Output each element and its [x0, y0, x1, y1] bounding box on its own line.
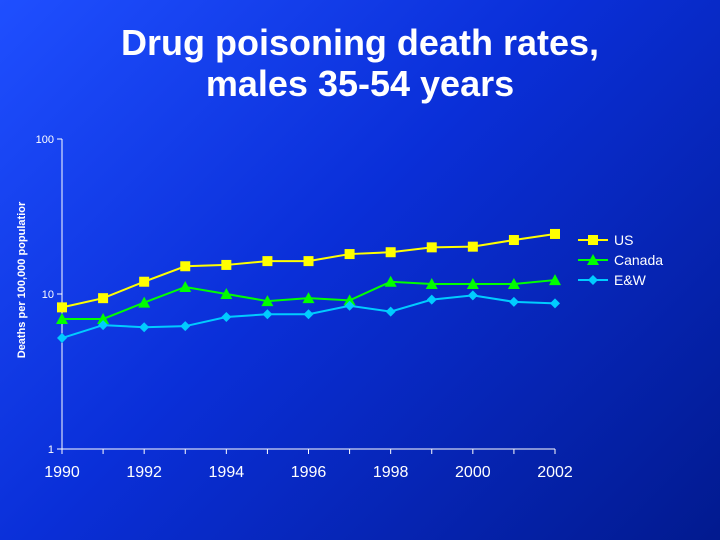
legend-label-us: US	[614, 232, 633, 248]
data-point-canada	[549, 274, 561, 286]
data-point-canada	[425, 278, 438, 290]
chart-title: Drug poisoning death rates, males 35-54 …	[0, 22, 720, 104]
data-point-e-w	[262, 309, 273, 320]
data-point-e-w	[180, 321, 191, 332]
data-point-e-w	[508, 296, 519, 307]
data-point-e-w	[98, 320, 109, 331]
chart-title-line-2: males 35-54 years	[205, 63, 515, 104]
data-point-us	[262, 256, 273, 267]
data-point-e-w	[467, 290, 478, 301]
data-point-e-w	[385, 306, 396, 317]
data-point-us	[303, 256, 314, 267]
data-point-us	[550, 228, 560, 239]
x-tick-label: 1990	[44, 464, 80, 481]
data-point-canada	[97, 312, 110, 324]
data-point-e-w	[344, 300, 355, 311]
data-point-canada	[384, 275, 397, 287]
data-point-canada	[261, 295, 274, 307]
data-point-e-w	[57, 333, 67, 344]
x-tick-label: 1994	[209, 464, 245, 481]
data-point-us	[139, 276, 150, 287]
data-point-us	[467, 241, 478, 252]
x-tick-label: 2000	[455, 464, 491, 481]
legend-marker-us	[588, 235, 598, 245]
y-tick-label: 100	[36, 134, 54, 146]
data-point-canada	[507, 278, 520, 290]
data-point-canada	[302, 292, 315, 304]
y-axis-label: Deaths per 100,000 populatior	[16, 201, 28, 358]
chart-title-line-1: Drug poisoning death rates,	[120, 22, 600, 63]
data-point-us	[508, 235, 519, 246]
data-point-us	[344, 249, 355, 260]
x-tick-label: 1998	[373, 464, 409, 481]
data-point-canada	[220, 288, 233, 299]
data-point-us	[385, 247, 396, 258]
data-point-e-w	[550, 298, 560, 309]
legend-marker-e-w	[588, 275, 598, 285]
data-point-canada	[466, 278, 479, 290]
data-point-canada	[179, 280, 192, 292]
data-point-canada	[56, 312, 68, 324]
x-tick-label: 1996	[291, 464, 327, 481]
data-point-us	[98, 293, 109, 304]
y-tick-label: 10	[42, 289, 54, 301]
legend-label-e-w: E&W	[614, 272, 647, 288]
y-tick-label: 1	[48, 444, 54, 456]
data-point-e-w	[221, 312, 232, 323]
data-point-e-w	[426, 294, 437, 305]
data-point-e-w	[303, 309, 314, 320]
data-point-us	[180, 261, 191, 272]
data-point-us	[57, 302, 67, 313]
x-tick-label: 2002	[537, 464, 573, 481]
data-point-e-w	[139, 322, 150, 333]
legend-label-canada: Canada	[614, 252, 663, 268]
x-tick-label: 1992	[126, 464, 162, 481]
data-point-canada	[138, 296, 151, 308]
data-point-us	[221, 259, 232, 270]
data-point-us	[426, 242, 437, 253]
data-point-canada	[343, 294, 356, 306]
legend-marker-canada	[587, 254, 599, 265]
